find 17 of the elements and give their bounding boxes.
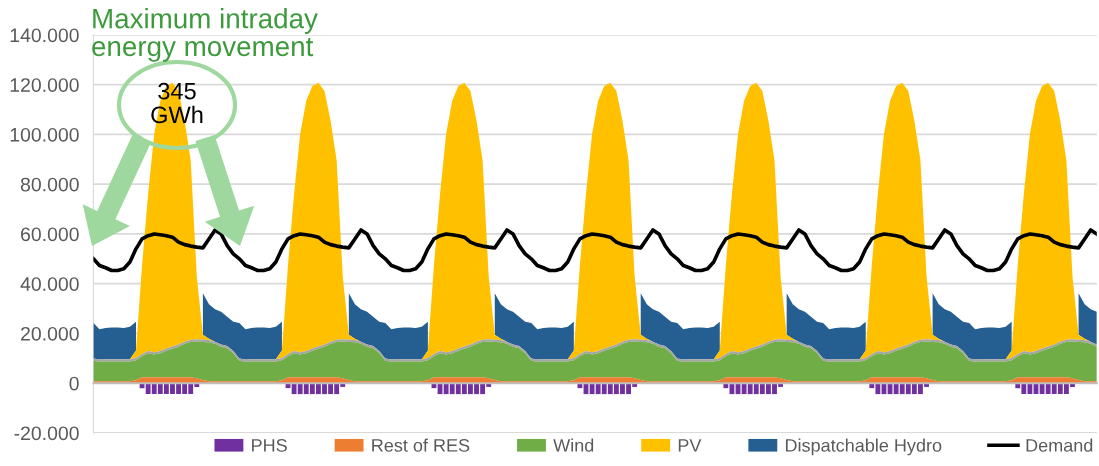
line-series	[93, 228, 1097, 273]
y-tick-label: 0	[69, 376, 79, 391]
legend-label: PHS	[252, 438, 287, 452]
y-tick-label: 20.000	[21, 326, 79, 341]
legend-label: Demand	[1026, 438, 1093, 452]
legend-label: Rest of RES	[372, 438, 470, 452]
y-tick-label: 140.000	[10, 28, 79, 43]
y-tick-label: 100.000	[10, 127, 79, 142]
y-tick-label: 40.000	[20, 277, 79, 291]
y-tick-label: 60.000	[21, 227, 79, 242]
legend-label: Dispatchable Hydro	[785, 438, 942, 456]
legend-label: Wind	[553, 438, 594, 452]
annotation: Maximum intraday energy movement	[92, 8, 318, 62]
legend-label: PV	[678, 439, 702, 452]
y-tick-label: 120.000	[10, 78, 79, 92]
y-tick-label: 80.000	[20, 177, 79, 192]
y-tick-label: -20.000	[14, 426, 79, 441]
